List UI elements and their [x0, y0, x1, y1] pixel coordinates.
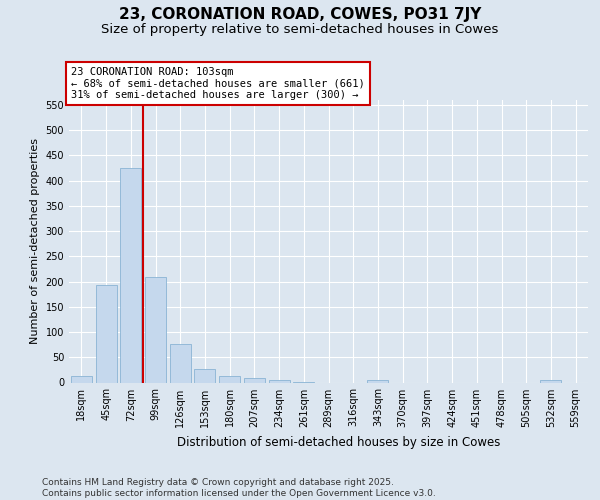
Text: Size of property relative to semi-detached houses in Cowes: Size of property relative to semi-detach…	[101, 22, 499, 36]
Bar	[170, 344, 191, 382]
Text: 23, CORONATION ROAD, COWES, PO31 7JY: 23, CORONATION ROAD, COWES, PO31 7JY	[119, 8, 481, 22]
Y-axis label: Number of semi-detached properties: Number of semi-detached properties	[30, 138, 40, 344]
Bar	[145, 276, 166, 382]
Bar	[219, 376, 240, 382]
Bar	[541, 380, 562, 382]
Bar	[71, 376, 92, 382]
Bar	[244, 378, 265, 382]
Text: 23 CORONATION ROAD: 103sqm
← 68% of semi-detached houses are smaller (661)
31% o: 23 CORONATION ROAD: 103sqm ← 68% of semi…	[71, 67, 365, 100]
Bar	[120, 168, 141, 382]
Bar	[367, 380, 388, 382]
Bar	[269, 380, 290, 382]
Bar	[194, 369, 215, 382]
Text: Contains HM Land Registry data © Crown copyright and database right 2025.
Contai: Contains HM Land Registry data © Crown c…	[42, 478, 436, 498]
Text: Distribution of semi-detached houses by size in Cowes: Distribution of semi-detached houses by …	[178, 436, 500, 449]
Bar	[95, 285, 116, 382]
